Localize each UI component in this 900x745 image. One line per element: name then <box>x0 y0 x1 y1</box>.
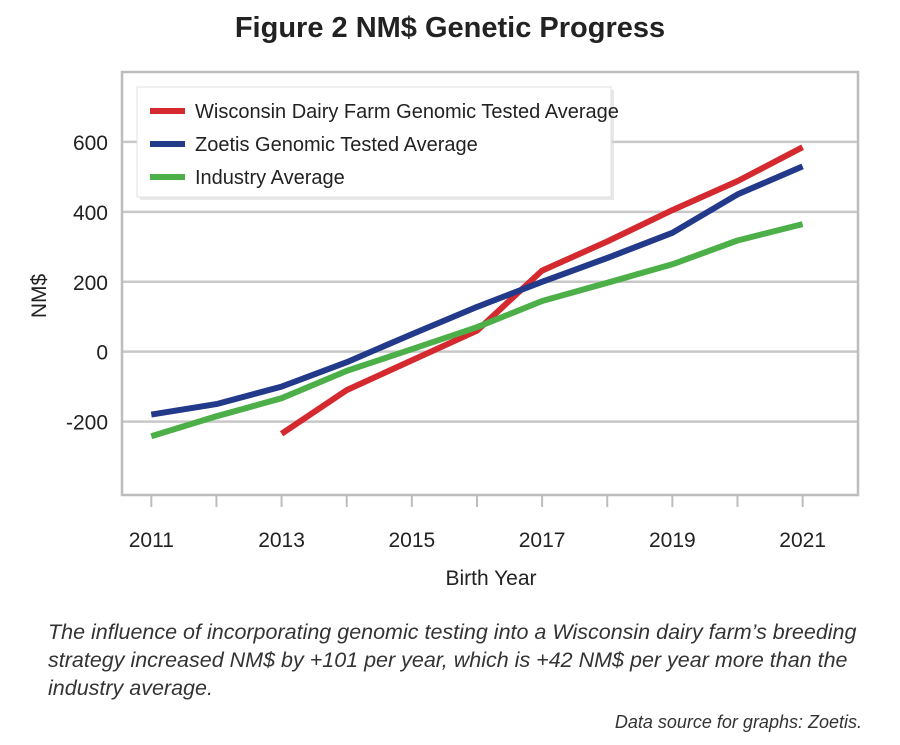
legend-box <box>136 86 612 198</box>
y-tick-label: 0 <box>96 342 108 365</box>
y-tick-label: 200 <box>73 272 108 295</box>
series-lines <box>150 144 804 440</box>
x-axis-label: Birth Year <box>445 567 536 590</box>
x-tick-label: 2019 <box>649 529 696 552</box>
x-tick-label: 2021 <box>779 529 826 552</box>
y-tick-labels: -200 0 200 400 600 <box>66 132 108 435</box>
legend-label: Wisconsin Dairy Farm Genomic Tested Aver… <box>195 101 619 123</box>
series-line-2 <box>150 163 804 418</box>
y-axis-label: NM$ <box>28 274 51 319</box>
series-line-1 <box>279 144 804 437</box>
y-tick-label: 600 <box>73 132 108 155</box>
plot-frame <box>120 70 860 507</box>
legend-label: Zoetis Genomic Tested Average <box>195 134 478 156</box>
y-tick-label: -200 <box>66 412 108 435</box>
series-line-3 <box>150 221 804 440</box>
y-tick-label: 400 <box>73 202 108 225</box>
legend: Wisconsin Dairy Farm Genomic Tested Aver… <box>136 86 619 200</box>
legend-label: Industry Average <box>195 167 345 189</box>
x-tick-labels: 2011 2013 2015 2017 2019 2021 <box>129 529 826 552</box>
x-tick-label: 2013 <box>258 529 305 552</box>
figure-caption: The influence of incorporating genomic t… <box>48 620 857 700</box>
x-tick-label: 2017 <box>519 529 566 552</box>
data-source-note: Data source for graphs: Zoetis. <box>614 712 862 732</box>
chart-title: Figure 2 NM$ Genetic Progress <box>234 12 666 44</box>
grid <box>122 140 858 423</box>
x-tick-label: 2015 <box>388 529 435 552</box>
x-tick-label: 2011 <box>129 529 174 552</box>
plot-border <box>120 70 860 497</box>
